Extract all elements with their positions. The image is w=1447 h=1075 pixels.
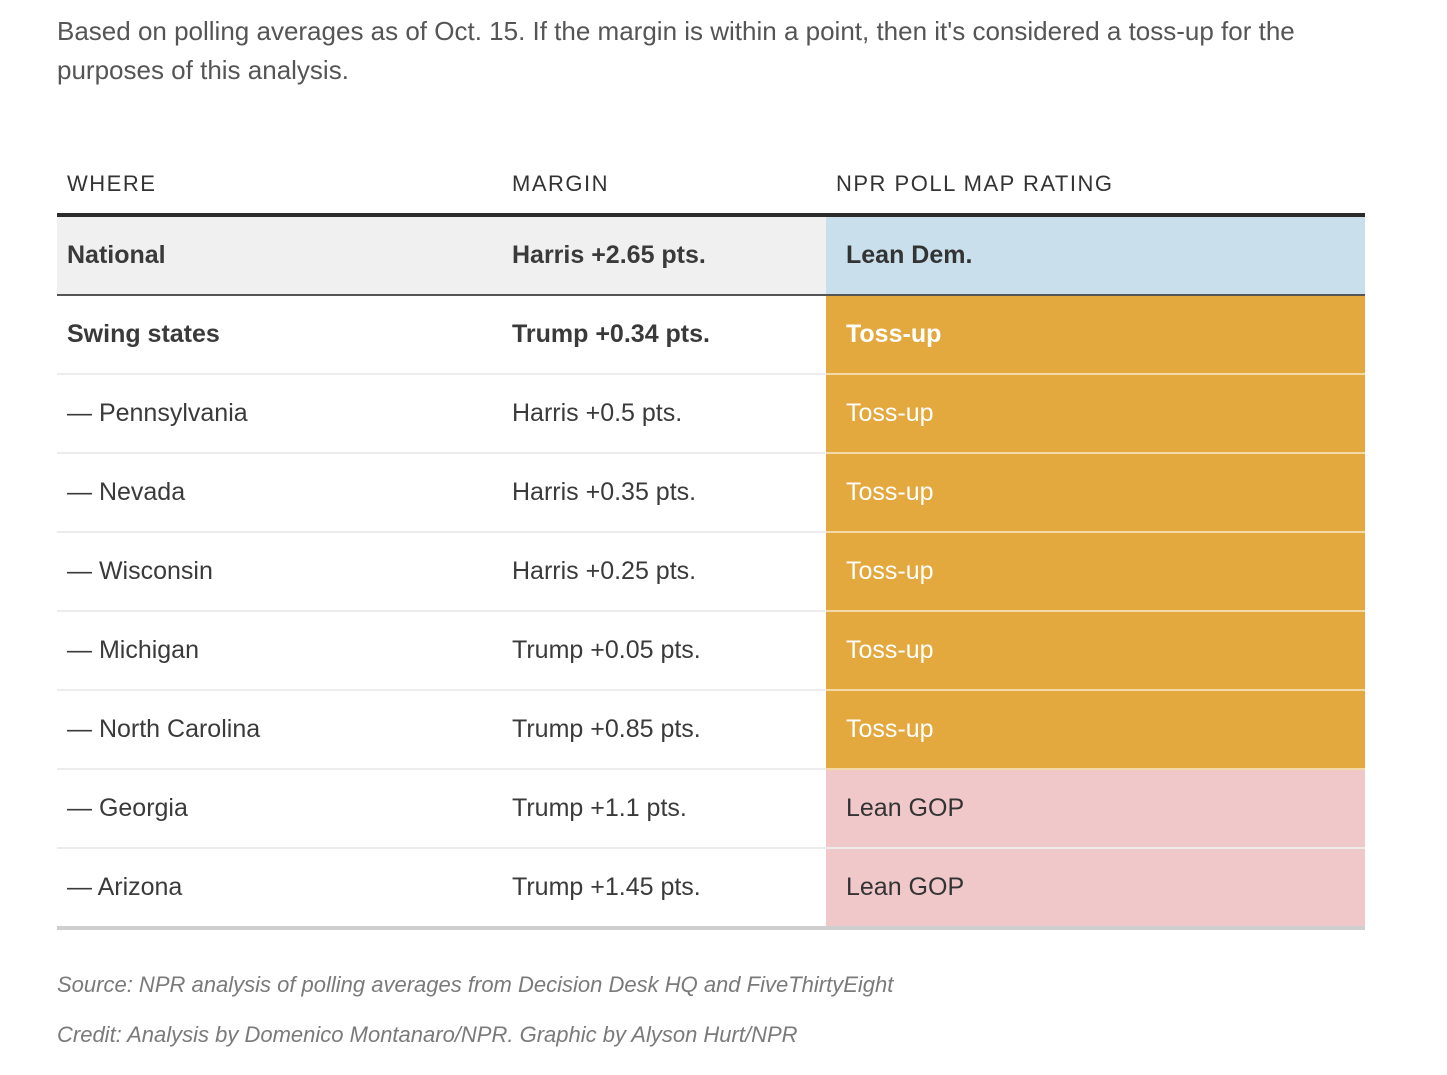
header-row: WHERE MARGIN NPR POLL MAP RATING — [57, 155, 1365, 217]
cell-rating: Toss-up — [826, 611, 1365, 691]
table-row: — Nevada Harris +0.35 pts. Toss-up — [57, 453, 1365, 533]
cell-rating: Lean GOP — [826, 769, 1365, 849]
table-row: — Michigan Trump +0.05 pts. Toss-up — [57, 611, 1365, 691]
cell-rating: Toss-up — [826, 295, 1365, 375]
cell-margin: Harris +2.65 pts. — [502, 215, 826, 296]
cell-margin: Trump +1.1 pts. — [502, 769, 826, 849]
table-row-national: National Harris +2.65 pts. Lean Dem. — [57, 215, 1365, 296]
header-margin: MARGIN — [502, 155, 826, 217]
cell-rating: Toss-up — [826, 374, 1365, 454]
cell-margin: Trump +0.34 pts. — [502, 295, 826, 375]
cell-where: — Arizona — [57, 848, 502, 930]
cell-margin: Trump +1.45 pts. — [502, 848, 826, 930]
header-where: WHERE — [57, 155, 502, 217]
cell-where: — Pennsylvania — [57, 374, 502, 454]
cell-margin: Harris +0.5 pts. — [502, 374, 826, 454]
cell-where: — Georgia — [57, 769, 502, 849]
cell-rating: Toss-up — [826, 453, 1365, 533]
table-body: National Harris +2.65 pts. Lean Dem. Swi… — [57, 215, 1365, 930]
cell-where: National — [57, 215, 502, 296]
cell-rating: Lean GOP — [826, 848, 1365, 930]
table-row: — Wisconsin Harris +0.25 pts. Toss-up — [57, 532, 1365, 612]
cell-rating: Toss-up — [826, 690, 1365, 770]
intro-text: Based on polling averages as of Oct. 15.… — [57, 16, 1295, 85]
table-row: — Georgia Trump +1.1 pts. Lean GOP — [57, 769, 1365, 849]
poll-table: WHERE MARGIN NPR POLL MAP RATING Nationa… — [57, 155, 1365, 930]
poll-table-container: WHERE MARGIN NPR POLL MAP RATING Nationa… — [57, 155, 1365, 930]
cell-margin: Trump +0.85 pts. — [502, 690, 826, 770]
cell-rating: Toss-up — [826, 532, 1365, 612]
credit-note: Credit: Analysis by Domenico Montanaro/N… — [57, 1022, 798, 1047]
source-note: Source: NPR analysis of polling averages… — [57, 972, 894, 997]
table-header: WHERE MARGIN NPR POLL MAP RATING — [57, 155, 1365, 217]
cell-where: — Nevada — [57, 453, 502, 533]
table-row: — Pennsylvania Harris +0.5 pts. Toss-up — [57, 374, 1365, 454]
table-row: — Arizona Trump +1.45 pts. Lean GOP — [57, 848, 1365, 930]
cell-where: — Michigan — [57, 611, 502, 691]
cell-rating: Lean Dem. — [826, 215, 1365, 296]
cell-margin: Harris +0.35 pts. — [502, 453, 826, 533]
cell-margin: Trump +0.05 pts. — [502, 611, 826, 691]
header-rating: NPR POLL MAP RATING — [826, 155, 1365, 217]
cell-where: — Wisconsin — [57, 532, 502, 612]
cell-where: — North Carolina — [57, 690, 502, 770]
table-row-swing-states: Swing states Trump +0.34 pts. Toss-up — [57, 295, 1365, 375]
cell-where: Swing states — [57, 295, 502, 375]
cell-margin: Harris +0.25 pts. — [502, 532, 826, 612]
table-row: — North Carolina Trump +0.85 pts. Toss-u… — [57, 690, 1365, 770]
